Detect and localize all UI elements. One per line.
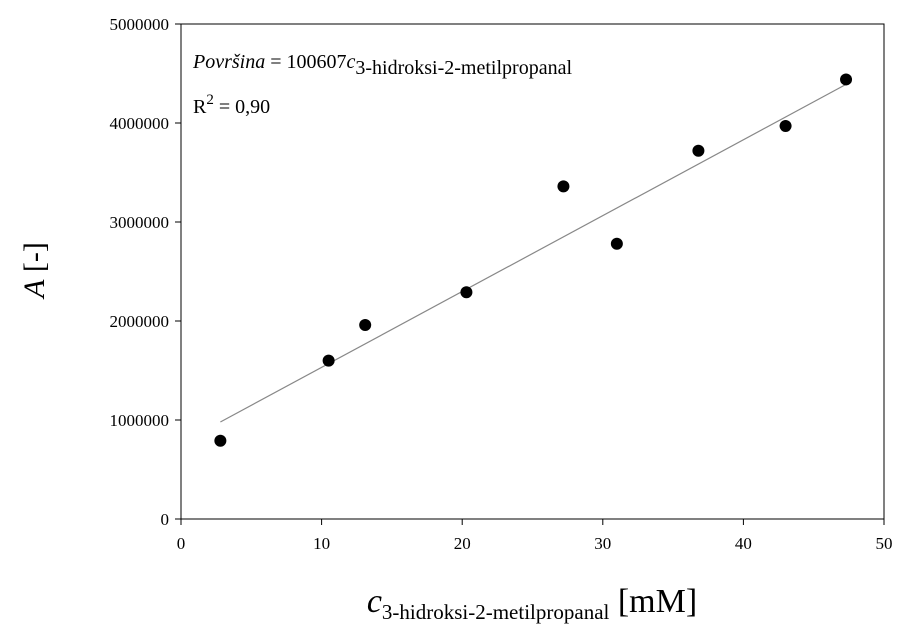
- r-squared: R2 = 0,90: [193, 92, 270, 118]
- x-label-subscript: 3-hidroksi-2-metilpropanal: [382, 600, 610, 624]
- x-axis-label: c3-hidroksi-2-metilpropanal [mM]: [367, 583, 697, 624]
- y-label-var: A: [18, 279, 51, 300]
- x-label-unit: [mM]: [609, 583, 697, 620]
- y-tick-label: 4000000: [110, 114, 170, 133]
- data-point: [460, 286, 473, 299]
- y-tick-label: 5000000: [110, 15, 170, 34]
- x-tick-label: 0: [177, 534, 186, 553]
- data-point: [840, 73, 853, 86]
- y-tick-label: 1000000: [110, 411, 170, 430]
- x-tick-label: 50: [876, 534, 893, 553]
- y-axis-label: A [-]: [18, 242, 51, 300]
- x-tick-label: 20: [454, 534, 471, 553]
- y-tick-label: 2000000: [110, 312, 170, 331]
- x-tick-label: 10: [313, 534, 330, 553]
- trend-line: [220, 83, 847, 423]
- data-point: [322, 354, 335, 367]
- data-point: [359, 318, 372, 331]
- data-point: [610, 237, 623, 250]
- plot-frame: [180, 23, 885, 520]
- equation-rhs: = 100607: [265, 51, 346, 73]
- equation-var: c: [347, 51, 356, 73]
- y-tick-label: 0: [161, 510, 170, 529]
- y-label-unit: [-]: [18, 242, 51, 279]
- x-tick-label: 40: [735, 534, 752, 553]
- equation-subscript: 3-hidroksi-2-metilpropanal: [355, 57, 572, 79]
- y-tick-label: 3000000: [110, 213, 170, 232]
- data-point: [779, 119, 792, 132]
- data-point: [557, 180, 570, 193]
- data-point: [214, 434, 227, 447]
- r2-base: R: [193, 96, 207, 118]
- x-tick-label: 30: [594, 534, 611, 553]
- equation-lhs: Površina: [192, 51, 265, 73]
- r2-sup: 2: [206, 92, 214, 108]
- x-label-var: c: [367, 583, 382, 620]
- equation: Površina = 100607c3-hidroksi-2-metilprop…: [192, 51, 572, 79]
- r2-rest: = 0,90: [214, 96, 270, 118]
- data-point: [692, 144, 705, 157]
